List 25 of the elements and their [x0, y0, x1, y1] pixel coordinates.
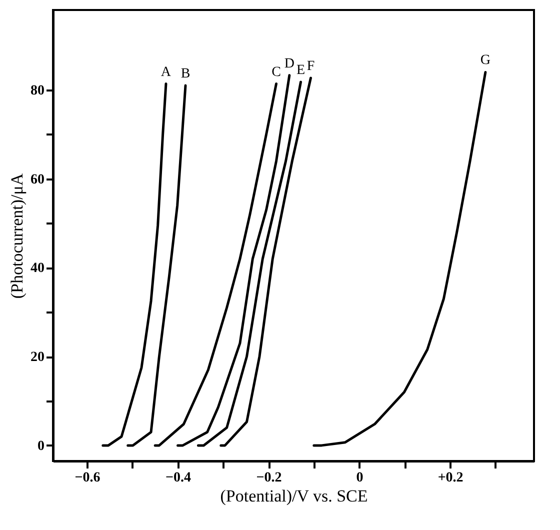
- line-series: [126, 84, 187, 447]
- series-label: C: [272, 64, 281, 80]
- y-tick-label: 80: [30, 83, 44, 98]
- line-series: [312, 70, 487, 447]
- line-series: [154, 82, 278, 447]
- y-axis-title: (Photocurrent)/μA: [8, 172, 26, 299]
- line-series: [220, 76, 312, 447]
- series-label: B: [180, 66, 190, 82]
- y-tick-label: 20: [30, 350, 44, 366]
- x-tick-label: −0.2: [256, 470, 282, 486]
- x-tick-label: 0: [356, 470, 364, 486]
- y-tick-label: 0: [38, 438, 44, 454]
- series-label: E: [296, 62, 306, 78]
- line-series: [196, 80, 302, 447]
- series-label: G: [480, 53, 491, 68]
- x-tick-label: +0.2: [438, 470, 464, 486]
- y-tick-label: 60: [30, 172, 44, 188]
- series-label: D: [284, 56, 294, 72]
- x-tick-label: −0.4: [166, 470, 192, 486]
- series-label: F: [306, 58, 315, 74]
- x-tick-label: −0.6: [74, 470, 100, 486]
- line-series: [102, 82, 168, 447]
- series-label: A: [160, 64, 172, 80]
- x-axis-title: (Potential)/V vs. SCE: [220, 486, 368, 506]
- y-tick-label: 40: [30, 261, 44, 276]
